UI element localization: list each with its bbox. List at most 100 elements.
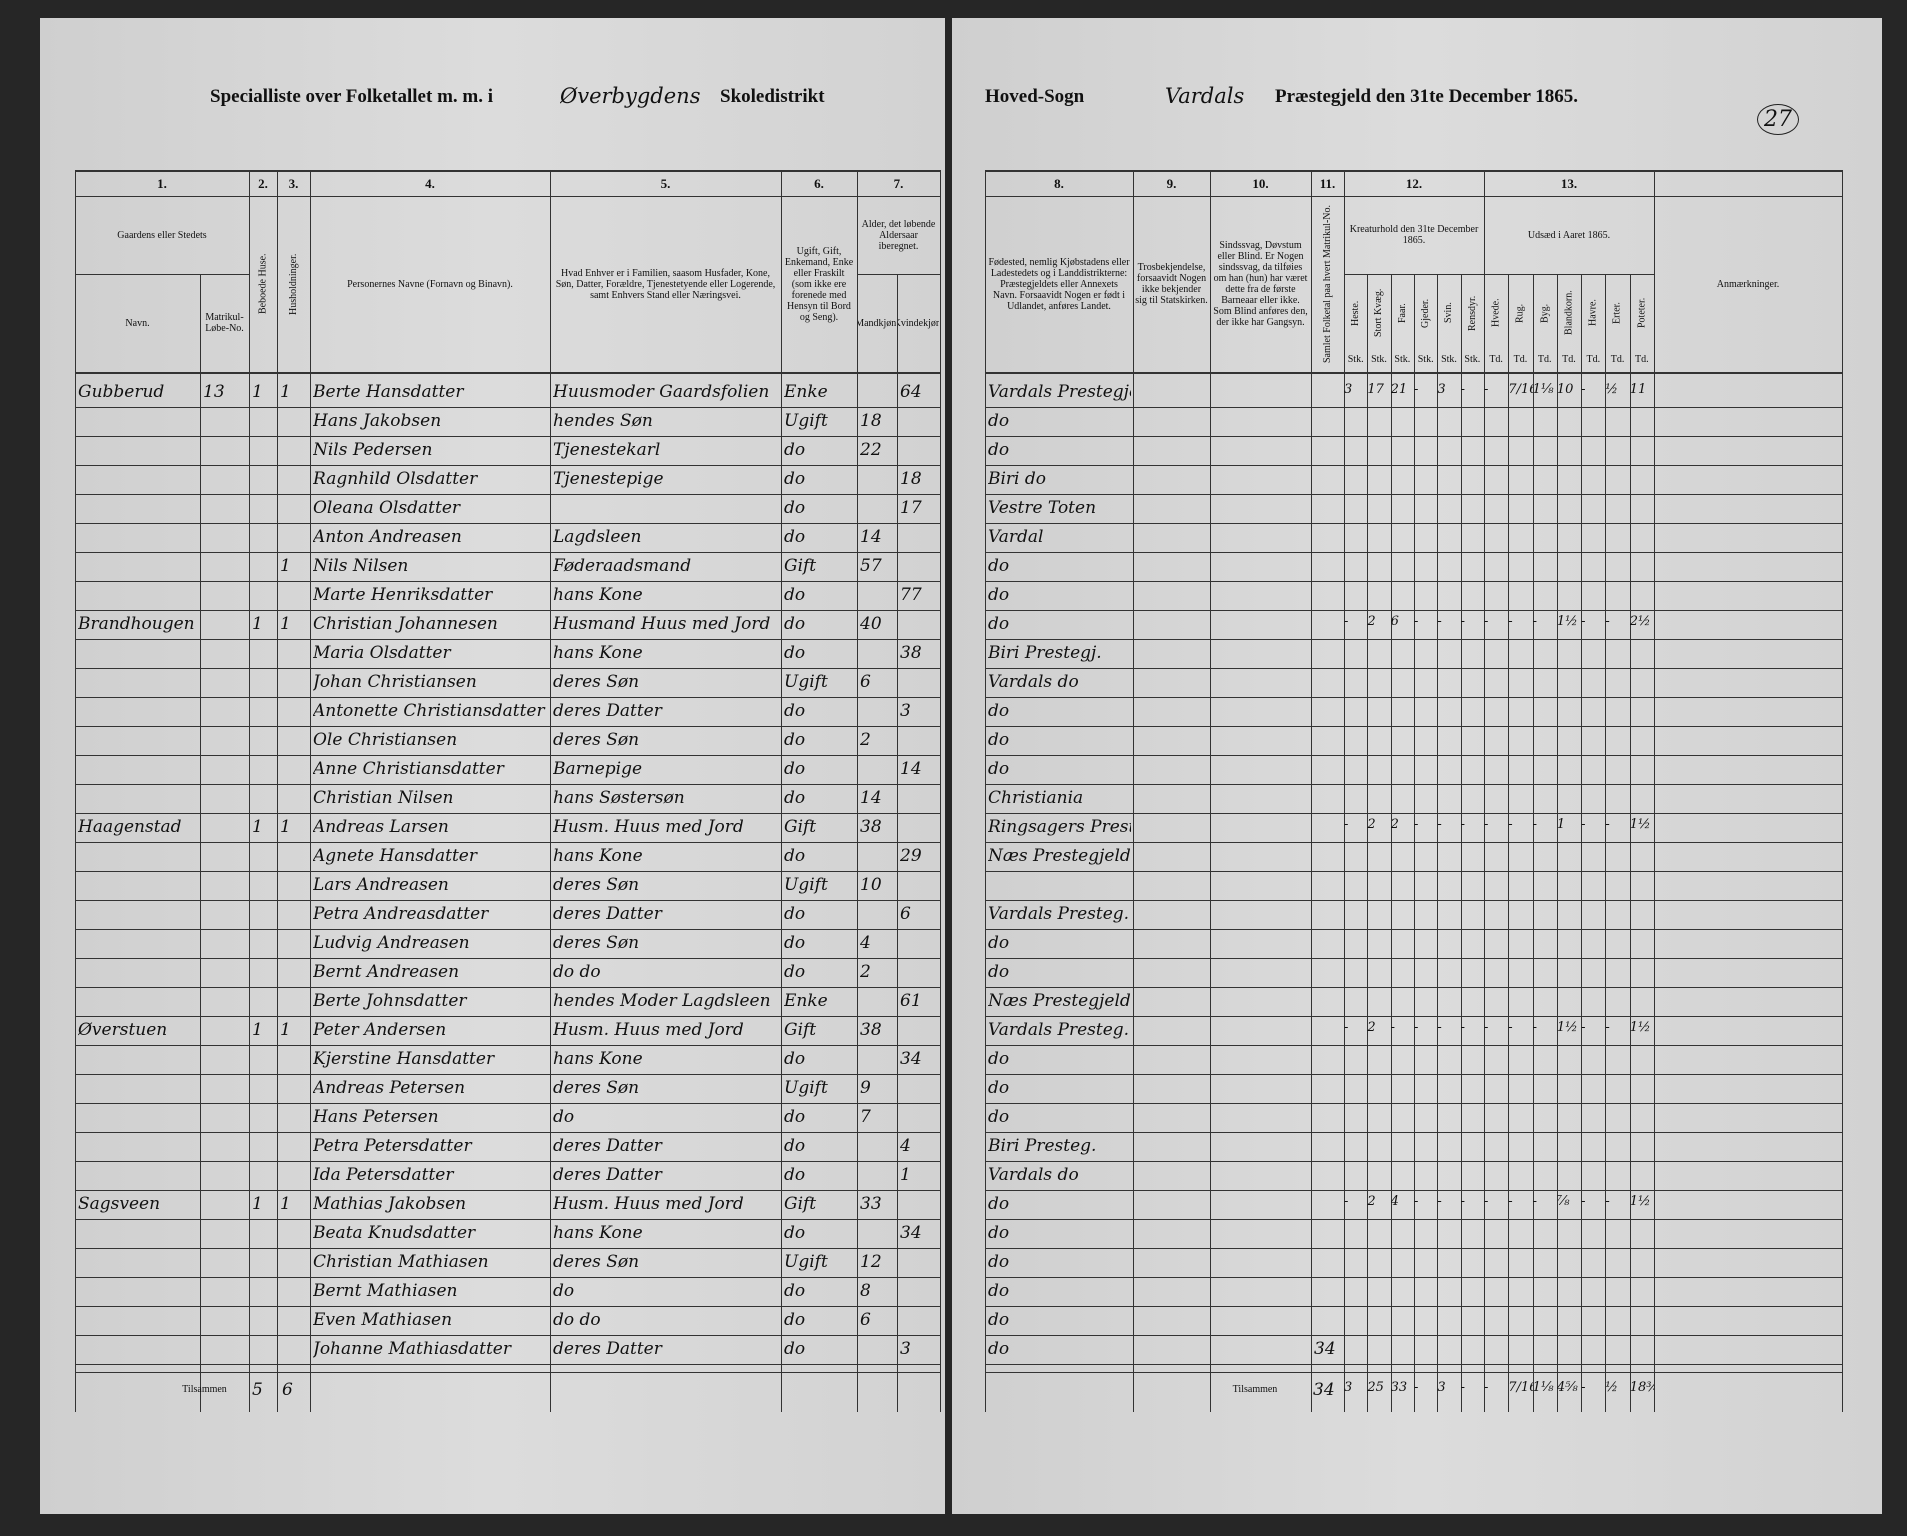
rule bbox=[985, 1364, 1842, 1365]
birthplace: Vestre Toten bbox=[988, 498, 1097, 518]
rule bbox=[985, 1016, 1842, 1017]
stock-value: - bbox=[1414, 614, 1419, 629]
stock-value: - bbox=[1460, 382, 1466, 397]
column-label: Udsæd i Aaret 1865. bbox=[1527, 229, 1611, 241]
total-population: 34 bbox=[1313, 1380, 1335, 1400]
person-name: Oleana Olsdatter bbox=[313, 498, 461, 518]
column-label: Samlet Folketal paa hvert Matrikul-No. bbox=[1322, 204, 1333, 364]
households: 1 bbox=[280, 614, 291, 634]
stock-value: - bbox=[1605, 1020, 1610, 1035]
rule bbox=[75, 639, 940, 640]
stock-value: - bbox=[1508, 817, 1513, 832]
total-stock: 33 bbox=[1390, 1380, 1408, 1395]
family-role: hans Kone bbox=[553, 643, 643, 663]
rule bbox=[940, 170, 941, 1412]
rule bbox=[985, 1277, 1842, 1278]
family-role: hans Kone bbox=[553, 585, 643, 605]
birthplace: Christiania bbox=[988, 788, 1084, 808]
stock-value: 2 bbox=[1390, 817, 1399, 832]
age-female: 38 bbox=[900, 643, 922, 663]
households: 1 bbox=[280, 382, 291, 402]
stock-value: - bbox=[1532, 1194, 1537, 1209]
birthplace: do bbox=[988, 1194, 1010, 1214]
family-role: Husm. Huus med Jord bbox=[553, 1194, 744, 1214]
marital-status: do bbox=[784, 962, 806, 982]
rule bbox=[75, 697, 940, 698]
birthplace: do bbox=[988, 1049, 1010, 1069]
person-name: Christian Nilsen bbox=[313, 788, 454, 808]
marital-status: do bbox=[784, 1339, 806, 1359]
age-male: 10 bbox=[860, 875, 882, 895]
sub-label: Faar. bbox=[1396, 303, 1408, 323]
rule bbox=[985, 1074, 1842, 1075]
sub-label: Poteter. bbox=[1636, 297, 1648, 329]
sub-label: Gjeder. bbox=[1420, 298, 1432, 328]
marital-status: do bbox=[784, 1223, 806, 1243]
rule bbox=[985, 1219, 1842, 1220]
person-name: Andreas Petersen bbox=[313, 1078, 466, 1098]
rule bbox=[75, 842, 940, 843]
stock-value: - bbox=[1484, 614, 1489, 629]
column-number: 10. bbox=[1252, 176, 1269, 191]
rule bbox=[75, 523, 940, 524]
rule bbox=[75, 871, 940, 872]
family-role: do bbox=[553, 1107, 575, 1127]
rule bbox=[1556, 274, 1558, 1412]
rule bbox=[1842, 170, 1843, 1412]
person-name: Bernt Andreasen bbox=[313, 962, 460, 982]
marital-status: Gift bbox=[784, 1194, 817, 1214]
birthplace: do bbox=[988, 1281, 1010, 1301]
person-name: Agnete Hansdatter bbox=[313, 846, 477, 866]
rule bbox=[75, 1190, 940, 1191]
rule bbox=[75, 170, 940, 172]
family-role: deres Søn bbox=[553, 1078, 640, 1098]
age-male: 6 bbox=[860, 672, 871, 692]
stock-value: - bbox=[1414, 1194, 1419, 1209]
sub-label: Rug. bbox=[1514, 303, 1526, 323]
age-female: 77 bbox=[900, 585, 922, 605]
column-label: Trosbekjendelse, forsaavidt Nogen ikke b… bbox=[1135, 262, 1208, 306]
stock-value: 3 bbox=[1344, 382, 1353, 397]
rule bbox=[985, 494, 1842, 495]
person-name: Berte Johnsdatter bbox=[313, 991, 467, 1011]
column-label: Beboede Huse. bbox=[257, 253, 269, 315]
family-role: Barnepige bbox=[553, 759, 643, 779]
birthplace: Biri do bbox=[988, 469, 1047, 489]
person-name: Lars Andreasen bbox=[313, 875, 449, 895]
birthplace: do bbox=[988, 556, 1010, 576]
marital-status: do bbox=[784, 469, 806, 489]
stock-value: 10 bbox=[1556, 382, 1574, 397]
column-label: Hvad Enhver er i Familien, saasom Husfad… bbox=[555, 267, 776, 301]
birthplace: do bbox=[988, 701, 1010, 721]
marital-status: do bbox=[784, 904, 806, 924]
rule bbox=[75, 1219, 940, 1220]
family-role: deres Datter bbox=[553, 1339, 662, 1359]
page-number: 27 bbox=[1757, 104, 1799, 135]
marital-status: Ugift bbox=[784, 1252, 828, 1272]
birthplace: Vardals Presteg. bbox=[988, 1020, 1130, 1040]
column-number: 7. bbox=[893, 176, 904, 191]
person-name: Ida Petersdatter bbox=[313, 1165, 454, 1185]
total-stock: 4⅝ bbox=[1556, 1380, 1578, 1395]
person-name: Christian Johannesen bbox=[313, 614, 498, 634]
birthplace: do bbox=[988, 440, 1010, 460]
stock-value: - bbox=[1437, 817, 1442, 832]
column-number: 4. bbox=[425, 176, 435, 191]
age-male: 14 bbox=[860, 527, 882, 547]
column-label: Husholdninger. bbox=[288, 253, 299, 315]
age-male: 38 bbox=[860, 817, 882, 837]
left-place: Øverbygdens bbox=[560, 84, 701, 108]
right-prefix: Hoved-Sogn bbox=[985, 86, 1085, 107]
rule bbox=[985, 523, 1842, 524]
unit-label: Stk. bbox=[1371, 354, 1387, 365]
marital-status: Ugift bbox=[784, 672, 828, 692]
rule bbox=[781, 170, 782, 1412]
person-name: Anne Christiansdatter bbox=[313, 759, 504, 779]
person-name: Maria Olsdatter bbox=[313, 643, 451, 663]
stock-value: - bbox=[1581, 382, 1586, 397]
rule bbox=[75, 274, 249, 275]
rule bbox=[985, 1306, 1842, 1307]
person-name: Petra Petersdatter bbox=[313, 1136, 472, 1156]
family-role: deres Datter bbox=[553, 1136, 662, 1156]
rule bbox=[1532, 274, 1534, 1412]
